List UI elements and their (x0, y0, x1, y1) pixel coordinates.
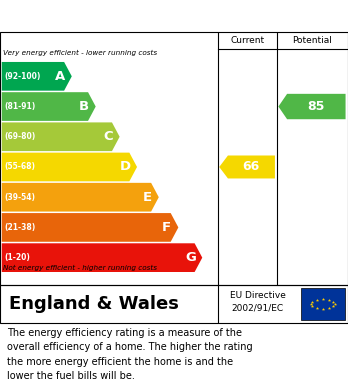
Text: (39-54): (39-54) (5, 193, 35, 202)
Text: E: E (142, 191, 151, 204)
Text: (81-91): (81-91) (5, 102, 36, 111)
Text: (69-80): (69-80) (5, 132, 36, 141)
Polygon shape (2, 62, 72, 91)
Text: (55-68): (55-68) (5, 163, 35, 172)
Text: F: F (162, 221, 171, 234)
Text: 85: 85 (307, 100, 324, 113)
Polygon shape (278, 94, 346, 119)
Text: Not energy efficient - higher running costs: Not energy efficient - higher running co… (3, 265, 158, 271)
Text: 66: 66 (242, 160, 259, 174)
Text: Very energy efficient - lower running costs: Very energy efficient - lower running co… (3, 50, 158, 56)
Text: (92-100): (92-100) (5, 72, 41, 81)
Text: B: B (79, 100, 89, 113)
Text: England & Wales: England & Wales (9, 295, 179, 313)
Polygon shape (2, 152, 137, 181)
Bar (301, 289, 345, 319)
Text: (1-20): (1-20) (5, 253, 30, 262)
Text: C: C (103, 130, 113, 143)
Text: (21-38): (21-38) (5, 223, 36, 232)
Text: Current: Current (230, 36, 264, 45)
Text: Energy Efficiency Rating: Energy Efficiency Rating (10, 9, 232, 23)
Text: D: D (120, 160, 131, 174)
Polygon shape (2, 243, 202, 272)
Polygon shape (219, 156, 275, 178)
Text: The energy efficiency rating is a measure of the
overall efficiency of a home. T: The energy efficiency rating is a measur… (7, 328, 253, 381)
Text: G: G (185, 251, 196, 264)
Polygon shape (2, 183, 159, 212)
Polygon shape (2, 213, 178, 242)
Text: Potential: Potential (292, 36, 332, 45)
Polygon shape (2, 122, 120, 151)
Text: EU Directive
2002/91/EC: EU Directive 2002/91/EC (230, 291, 285, 313)
Polygon shape (2, 92, 96, 121)
Text: A: A (55, 70, 65, 83)
